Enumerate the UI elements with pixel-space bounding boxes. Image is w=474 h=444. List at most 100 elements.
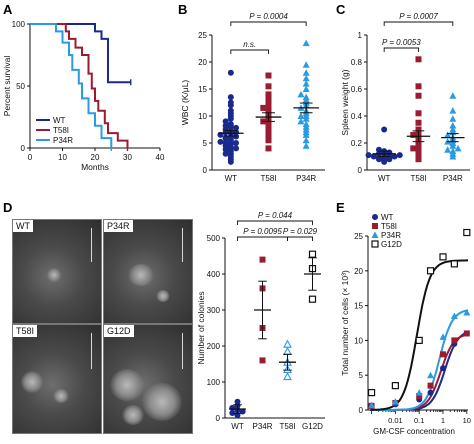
legend-label-p34r: P34R <box>381 231 401 240</box>
x-category-label: T58I <box>260 174 276 183</box>
data-point-p34r <box>449 121 457 129</box>
significance-label: P = 0.044 <box>258 211 293 220</box>
y-tick-label: 10 <box>354 336 363 345</box>
fit-curve-p34r <box>370 309 469 411</box>
data-point-t58i <box>416 393 423 400</box>
y-axis-label: Spleen weight (g) <box>340 69 350 135</box>
significance-bracket <box>383 47 419 52</box>
x-tick-label: 1 <box>441 416 445 425</box>
y-tick-label: 15 <box>354 302 363 311</box>
data-point-p34r <box>302 136 310 144</box>
data-point-p34r <box>302 74 310 82</box>
data-point-wt <box>427 389 434 396</box>
x-axis-label: GM-CSF concentration <box>373 427 455 436</box>
data-point-t58i <box>415 56 422 63</box>
significance-bracket <box>237 236 288 241</box>
data-point-p34r <box>415 389 423 396</box>
y-tick-label: 0.8 <box>351 58 363 67</box>
data-point-wt <box>234 398 241 405</box>
x-tick-label: 20 <box>91 153 100 162</box>
data-point-wt <box>227 107 234 114</box>
data-point-p34r <box>302 61 310 68</box>
data-point-g12d <box>415 336 423 344</box>
data-point-p34r <box>297 117 305 125</box>
data-point-wt <box>217 138 224 145</box>
data-point-g12d <box>391 382 399 390</box>
y-tick-label: 0 <box>21 144 26 153</box>
y-axis-label: WBC (K/μL) <box>180 80 190 126</box>
y-tick-label: 20 <box>198 58 207 67</box>
survival-line-t58i <box>30 23 129 148</box>
data-point-p34r <box>302 142 310 149</box>
significance-bracket <box>230 49 269 54</box>
data-point-g12d <box>367 389 376 397</box>
data-point-p34r <box>463 309 471 316</box>
survival-line-wt <box>30 23 131 84</box>
data-point-p34r <box>302 39 310 47</box>
data-point-wt <box>375 146 382 153</box>
micrograph-t58i: T58I <box>12 324 102 434</box>
data-point-p34r <box>449 115 457 122</box>
legend-label-t58i: T58I <box>53 126 69 135</box>
data-point-p34r <box>259 357 266 364</box>
y-tick-label: 100 <box>207 378 221 387</box>
x-category-label: G12D <box>302 422 323 431</box>
y-axis-label: Total number of cells (× 10³) <box>340 270 350 376</box>
data-point-wt <box>391 153 398 160</box>
data-point-p34r <box>297 90 305 98</box>
data-point-t58i <box>451 337 458 344</box>
legend-marker-g12d <box>371 240 379 248</box>
data-point-t58i <box>410 131 417 138</box>
data-point-p34r <box>439 333 447 340</box>
y-tick-label: 0.4 <box>351 112 363 121</box>
x-category-label: P34R <box>443 174 463 183</box>
data-point-t58i <box>265 145 272 152</box>
x-tick-label: 40 <box>156 153 165 162</box>
y-axis-label: Number of colonies <box>196 291 206 364</box>
data-point-t58i <box>265 72 272 79</box>
y-tick-label: 10 <box>198 112 207 121</box>
legend-marker-wt <box>372 214 378 220</box>
x-axis-label: Months <box>81 162 109 172</box>
data-point-wt <box>222 118 229 125</box>
y-tick-label: 15 <box>198 85 207 94</box>
x-category-label: P34R <box>252 422 272 431</box>
significance-label: P = 0.029 <box>283 227 318 236</box>
micrograph-label-t58i: T58I <box>13 325 38 337</box>
data-point-wt <box>381 126 388 133</box>
data-point-p34r <box>302 80 310 87</box>
significance-label: P = 0.0007 <box>399 12 438 21</box>
y-tick-label: 100 <box>12 20 26 29</box>
legend-label-t58i: T58I <box>381 222 397 231</box>
data-point-wt <box>233 124 240 131</box>
y-tick-label: 400 <box>207 270 221 279</box>
y-tick-label: 5 <box>359 371 364 380</box>
data-point-t58i <box>265 107 272 114</box>
data-point-t58i <box>427 382 434 389</box>
data-point-wt <box>222 140 229 146</box>
y-tick-label: 0 <box>358 166 363 175</box>
data-point-p34r <box>454 144 462 152</box>
panel-letter-d: D <box>3 200 12 215</box>
significance-bracket <box>287 236 313 241</box>
data-point-p34r <box>391 398 399 405</box>
y-tick-label: 50 <box>16 82 25 91</box>
legend-marker-p34r <box>371 231 379 238</box>
data-point-p34r <box>449 126 457 133</box>
x-category-label: WT <box>225 174 238 183</box>
data-point-p34r <box>297 112 305 119</box>
x-tick-label: 30 <box>123 153 132 162</box>
data-point-g12d <box>426 267 435 275</box>
panel-letter-a: A <box>3 2 13 17</box>
significance-bracket <box>230 21 307 26</box>
data-point-wt <box>396 152 403 159</box>
data-point-wt <box>233 140 240 146</box>
data-point-wt <box>227 94 234 101</box>
panel-letter-e: E <box>336 200 345 215</box>
data-point-t58i <box>415 148 422 155</box>
legend-label-g12d: G12D <box>381 240 402 249</box>
y-tick-label: 20 <box>354 267 363 276</box>
y-tick-label: 5 <box>203 139 208 148</box>
legend-label-p34r: P34R <box>53 136 73 145</box>
